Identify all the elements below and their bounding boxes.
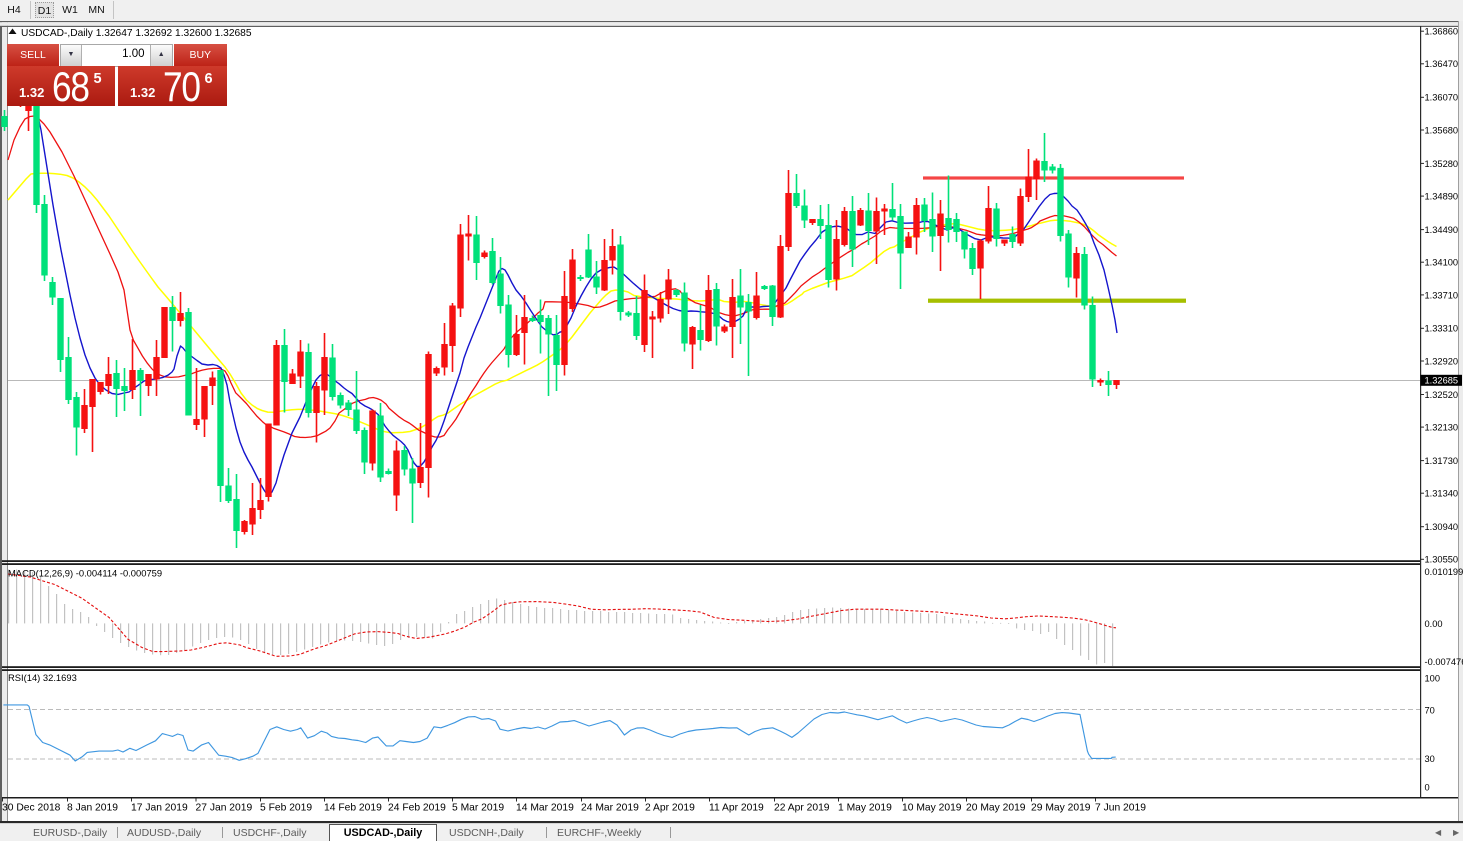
svg-text:24 Feb 2019: 24 Feb 2019	[388, 803, 446, 814]
svg-text:20 May 2019: 20 May 2019	[966, 803, 1026, 814]
svg-text:22 Apr 2019: 22 Apr 2019	[774, 803, 830, 814]
svg-text:1.34490: 1.34490	[1425, 225, 1459, 235]
svg-text:2 Apr 2019: 2 Apr 2019	[645, 803, 695, 814]
svg-text:1.35280: 1.35280	[1425, 159, 1459, 169]
svg-text:29 May 2019: 29 May 2019	[1031, 803, 1091, 814]
svg-text:1.33710: 1.33710	[1425, 290, 1459, 300]
svg-text:-0.007476: -0.007476	[1425, 657, 1463, 667]
svg-text:30 Dec 2018: 30 Dec 2018	[2, 803, 61, 814]
svg-text:1.32520: 1.32520	[1425, 390, 1459, 400]
svg-text:100: 100	[1425, 674, 1441, 684]
svg-text:1.35680: 1.35680	[1425, 125, 1459, 135]
svg-text:1.36860: 1.36860	[1425, 27, 1459, 37]
svg-text:11 Apr 2019: 11 Apr 2019	[709, 803, 764, 814]
svg-text:14 Feb 2019: 14 Feb 2019	[324, 803, 382, 814]
svg-text:1.31340: 1.31340	[1425, 489, 1459, 499]
svg-text:1.32130: 1.32130	[1425, 423, 1459, 433]
svg-text:1.30940: 1.30940	[1425, 522, 1459, 532]
svg-text:7 Jun 2019: 7 Jun 2019	[1095, 803, 1146, 814]
svg-text:1.30550: 1.30550	[1425, 555, 1459, 565]
svg-text:1.33310: 1.33310	[1425, 324, 1459, 334]
svg-text:30: 30	[1425, 754, 1435, 764]
svg-text:1.34890: 1.34890	[1425, 192, 1459, 202]
svg-text:1 May 2019: 1 May 2019	[838, 803, 892, 814]
svg-text:RSI(14) 32.1693: RSI(14) 32.1693	[8, 672, 77, 683]
svg-text:8 Jan 2019: 8 Jan 2019	[67, 803, 118, 814]
svg-text:0: 0	[1425, 783, 1430, 793]
svg-text:1.36470: 1.36470	[1425, 59, 1459, 69]
svg-text:USDCAD-,Daily 1.32647 1.32692: USDCAD-,Daily 1.32647 1.32692 1.32600 1.…	[21, 28, 252, 39]
svg-text:5 Mar 2019: 5 Mar 2019	[452, 803, 504, 814]
svg-text:24 Mar 2019: 24 Mar 2019	[581, 803, 639, 814]
svg-text:14 Mar 2019: 14 Mar 2019	[516, 803, 574, 814]
svg-text:0.010199: 0.010199	[1425, 567, 1463, 577]
svg-text:1.31730: 1.31730	[1425, 456, 1459, 466]
svg-text:0.00: 0.00	[1425, 619, 1443, 629]
svg-text:70: 70	[1425, 705, 1435, 715]
svg-text:27 Jan 2019: 27 Jan 2019	[196, 803, 253, 814]
svg-text:10 May 2019: 10 May 2019	[902, 803, 962, 814]
svg-text:1.32920: 1.32920	[1425, 356, 1459, 366]
svg-text:1.36070: 1.36070	[1425, 93, 1459, 103]
svg-text:1.32685: 1.32685	[1425, 376, 1459, 386]
svg-text:17 Jan 2019: 17 Jan 2019	[131, 803, 188, 814]
svg-text:5 Feb 2019: 5 Feb 2019	[260, 803, 312, 814]
svg-text:1.34100: 1.34100	[1425, 258, 1459, 268]
svg-text:MACD(12,26,9) -0.004114 -0.000: MACD(12,26,9) -0.004114 -0.000759	[8, 568, 162, 579]
